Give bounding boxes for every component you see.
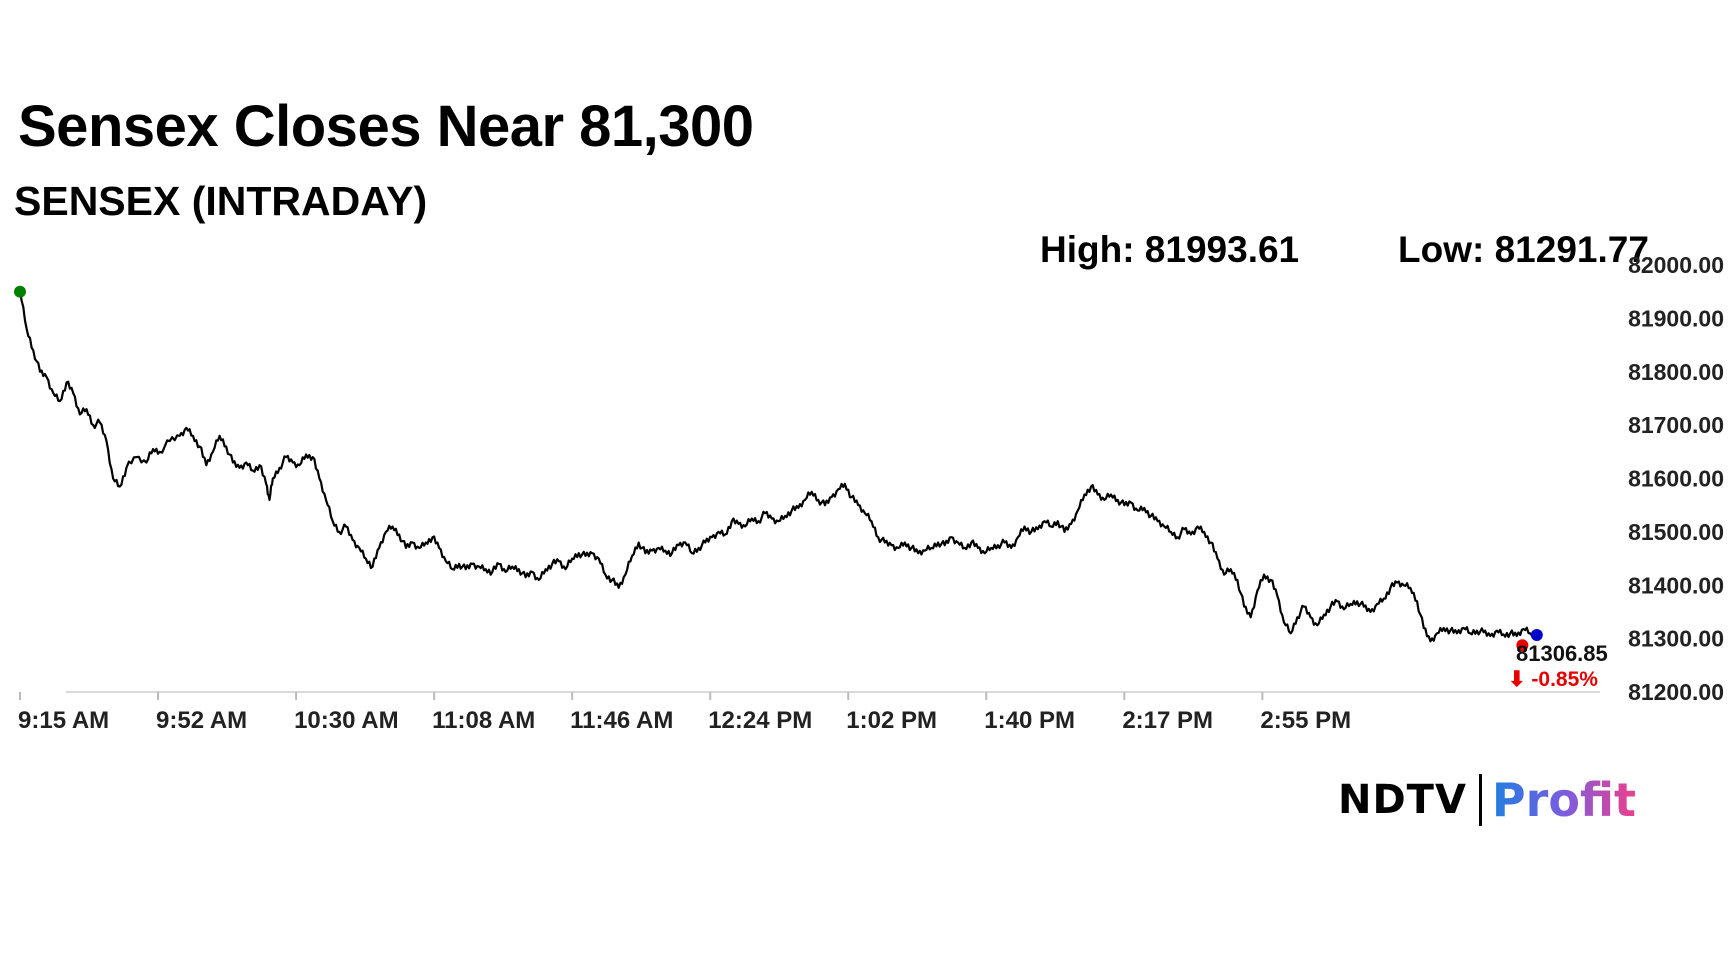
x-axis: 9:15 AM 9:52 AM 10:30 AM 11:08 AM 11:46 AM 12…	[18, 691, 1600, 734]
change-label: ⬇ -0.85%	[1508, 668, 1598, 691]
sensex-price-line	[18, 291, 1538, 643]
logo-divider	[1478, 774, 1482, 826]
x-tick-label: 9:15 AM	[18, 707, 109, 734]
ndtv-profit-logo: NDTV Profit	[1338, 772, 1636, 828]
x-tick-label: 11:46 AM	[570, 707, 673, 734]
y-tick-label: 81500.00	[1628, 519, 1724, 545]
x-tick-label: 9:52 AM	[156, 707, 247, 734]
x-tick-label: 11:08 AM	[432, 707, 535, 734]
last-value-label: 81306.85	[1516, 641, 1608, 666]
low-marker	[1516, 639, 1529, 652]
y-tick-label: 81800.00	[1628, 359, 1724, 385]
open-marker	[14, 285, 26, 298]
y-tick-label: 81400.00	[1628, 572, 1724, 598]
close-marker	[1530, 628, 1543, 641]
y-tick-label: 81600.00	[1628, 466, 1724, 492]
x-tick-label: 10:30 AM	[294, 707, 398, 734]
profit-wordmark: Profit	[1491, 773, 1637, 827]
ndtv-wordmark: NDTV	[1338, 777, 1467, 823]
day-high-label: High: 81993.61	[1040, 229, 1300, 270]
chart-subtitle: SENSEX (INTRADAY)	[14, 178, 428, 224]
y-tick-label: 82000.00	[1628, 252, 1724, 278]
y-tick-label: 81900.00	[1628, 305, 1724, 331]
x-tick-label: 2:55 PM	[1260, 707, 1351, 734]
y-tick-label: 81200.00	[1628, 679, 1724, 705]
x-tick-label: 1:02 PM	[846, 707, 937, 734]
page-title: Sensex Closes Near 81,300	[18, 94, 754, 159]
x-tick-label: 2:17 PM	[1122, 707, 1213, 734]
x-tick-label: 12:24 PM	[708, 707, 812, 734]
y-tick-label: 81300.00	[1628, 626, 1724, 652]
x-tick-label: 1:40 PM	[984, 707, 1075, 734]
plot-area: 81306.85⬇ -0.85%	[14, 285, 1608, 691]
day-low-label: Low: 81291.77	[1398, 229, 1649, 270]
y-tick-label: 81700.00	[1628, 412, 1724, 438]
y-axis: 82000.00 81900.00 81800.00 81700.00 81600.00…	[1628, 252, 1724, 705]
